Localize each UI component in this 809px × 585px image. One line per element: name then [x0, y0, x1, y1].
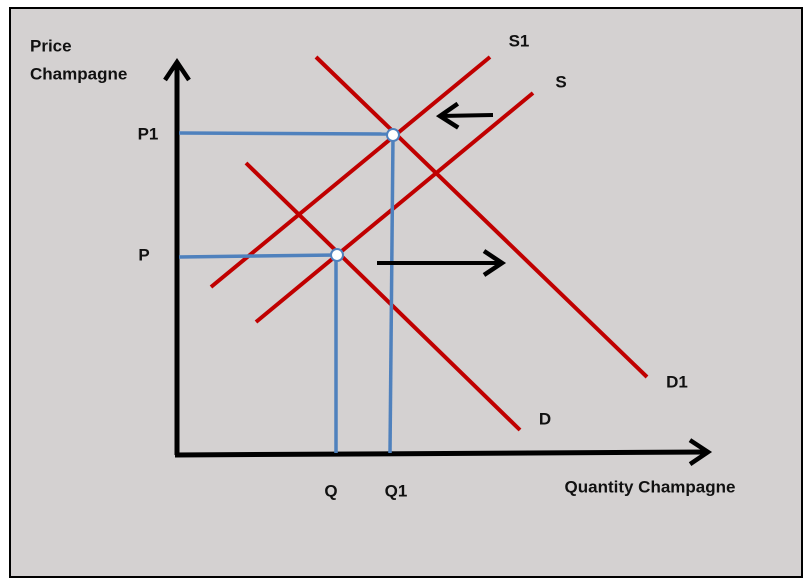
x-axis [174, 438, 713, 466]
price-label: P1 [138, 124, 159, 143]
demand-curve-d1 [314, 55, 649, 379]
equilibrium-point [330, 248, 344, 262]
quantity-guide-q1 [388, 135, 395, 454]
price-guide-p [178, 253, 338, 259]
y-axis-label: Champagne [30, 64, 127, 83]
curve-label: S1 [509, 31, 530, 50]
supply-curve-s1 [209, 55, 492, 289]
curve-label: D1 [666, 372, 688, 391]
x-axis-label: Quantity Champagne [565, 477, 736, 496]
price-label: P [138, 245, 149, 264]
y-axis-label: Price [30, 36, 72, 55]
supply-curve-s [254, 91, 535, 324]
shift-arrow [435, 101, 494, 130]
background [9, 7, 803, 578]
curve-label: D [539, 409, 551, 428]
quantity-label: Q1 [385, 481, 408, 500]
curve-label: S [555, 72, 566, 91]
equilibrium-point [386, 128, 400, 142]
price-guide-p1 [178, 131, 394, 136]
demand-curve-d [244, 161, 522, 432]
quantity-label: Q [324, 481, 337, 500]
